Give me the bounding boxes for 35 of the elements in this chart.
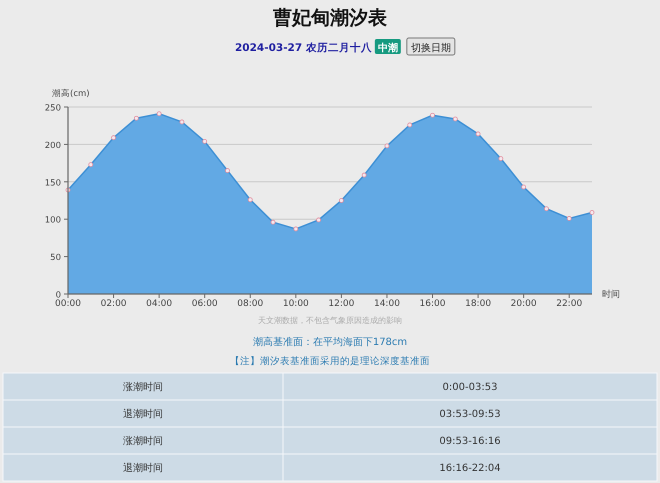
y-tick-label: 250	[44, 104, 61, 114]
x-tick-label: 04:00	[146, 299, 172, 309]
x-tick-label: 06:00	[192, 299, 218, 309]
x-tick-label: 10:00	[282, 299, 310, 309]
chart-title: 曹妃甸潮汐表	[272, 7, 388, 29]
text: 涨潮时间	[123, 435, 163, 447]
text: 16:16-22:04	[439, 463, 501, 474]
y-tick-label: 100	[44, 216, 61, 226]
chart-subtitle: 2024-03-27 农历二月十八	[235, 41, 373, 54]
x-tick-label: 12:00	[328, 299, 355, 309]
y-axis-title: 潮高(cm)	[52, 88, 90, 99]
text: 03:53-09:53	[439, 409, 501, 420]
y-tick-label: 150	[44, 178, 61, 188]
x-axis-title: 时间	[602, 289, 620, 300]
text: 【注】潮汐表基准面采用的是理论深度基准面	[230, 355, 430, 367]
text: 0:00-03:53	[442, 382, 498, 393]
x-tick-label: 08:00	[237, 299, 264, 309]
x-tick-label: 02:00	[100, 299, 127, 309]
text: 天文潮数据，不包含气象原因造成的影响	[258, 316, 402, 325]
text: 切换日期	[410, 42, 451, 54]
y-tick-label: 0	[56, 290, 61, 300]
x-tick-label: 16:00	[420, 299, 446, 309]
text: 涨潮时间	[123, 381, 163, 393]
x-tick-label: 14:00	[374, 299, 400, 309]
x-tick-label: 20:00	[510, 299, 537, 309]
x-tick-label: 00:00	[55, 299, 82, 309]
x-tick-label: 18:00	[465, 299, 492, 309]
y-tick-label: 200	[44, 140, 61, 151]
text: 潮高基准面：在平均海面下178cm	[252, 336, 408, 348]
y-tick-label: 50	[50, 253, 61, 264]
text: 退潮时间	[123, 462, 163, 474]
text: 中潮	[378, 42, 398, 54]
x-tick-label: 22:00	[556, 299, 582, 309]
text: 09:53-16:16	[439, 436, 501, 447]
text: 退潮时间	[123, 408, 163, 420]
